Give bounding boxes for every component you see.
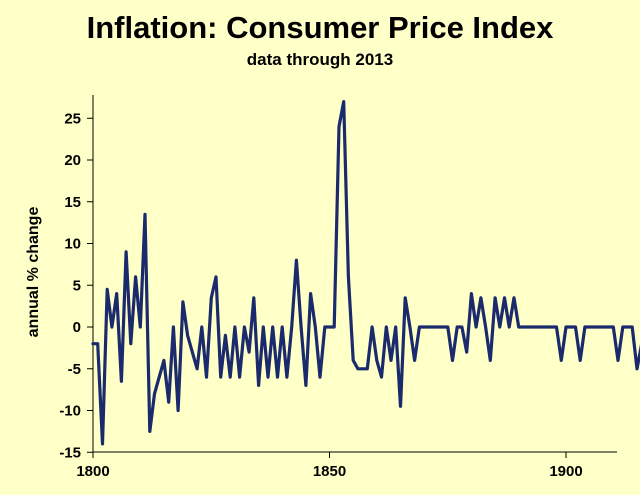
x-tick-label: 1900 — [549, 463, 582, 480]
y-tick-label: -15 — [59, 444, 81, 461]
chart-title: Inflation: Consumer Price Index — [86, 10, 554, 45]
y-tick-label: -10 — [59, 403, 81, 420]
x-tick-label: 1850 — [313, 463, 346, 480]
y-tick-label: 10 — [64, 236, 81, 253]
y-tick-label: 20 — [64, 152, 81, 169]
x-tick-label: 1800 — [76, 463, 109, 480]
series-line-0 — [91, 100, 640, 446]
y-axis-label: annual % change — [25, 207, 42, 338]
chart-subtitle: data through 2013 — [246, 50, 394, 69]
y-tick-label: 0 — [73, 319, 81, 336]
y-tick-label: 25 — [64, 110, 81, 127]
y-tick-label: 5 — [73, 277, 81, 294]
y-tick-label: -5 — [68, 361, 81, 378]
y-tick-label: 15 — [64, 194, 81, 211]
